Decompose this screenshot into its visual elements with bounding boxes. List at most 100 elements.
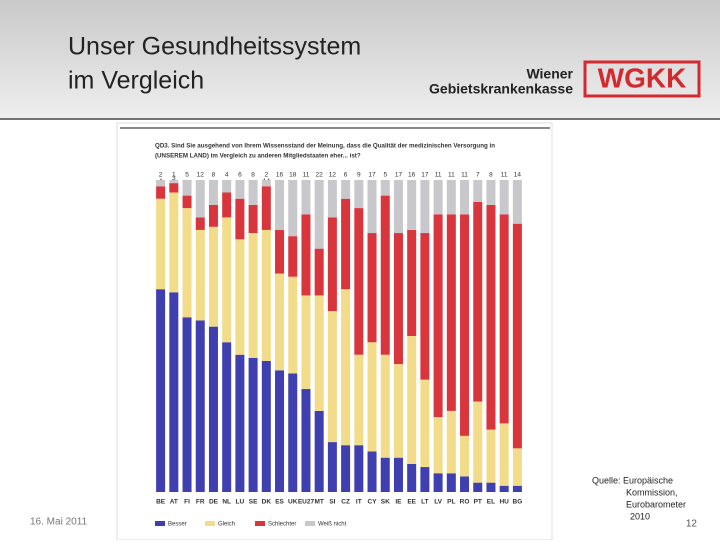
bar-segment: [354, 354, 364, 446]
bar-segment: [499, 214, 509, 424]
bar-segment: [288, 276, 298, 374]
bar-segment: [169, 292, 179, 492]
bar-segment: [341, 445, 351, 492]
value-label: 8: [489, 172, 493, 179]
bar-segment: [393, 457, 403, 492]
value-label: 17: [421, 172, 429, 179]
legend-swatch: [155, 521, 165, 526]
bar-segment: [420, 379, 430, 468]
value-label: 11: [303, 172, 310, 179]
bar-segment: [182, 317, 192, 492]
value-label: 4: [225, 172, 229, 179]
bar-segment: [367, 342, 377, 452]
bar-segment: [314, 295, 324, 411]
bar-segment: [156, 289, 166, 492]
bar-segment: [195, 229, 205, 321]
bar-segment: [208, 226, 218, 327]
bar-segment: [169, 183, 179, 193]
bar-segment: [460, 435, 470, 477]
value-label: 11: [461, 172, 468, 179]
bar-segment: [156, 180, 166, 187]
x-tick-label: AT: [170, 499, 178, 506]
bar-segment: [380, 457, 390, 492]
legend-label: Gleich: [218, 522, 235, 528]
bar-segment: [208, 326, 218, 492]
bar-segment: [499, 485, 509, 492]
bar-segment: [235, 239, 245, 355]
bar-segment: [473, 201, 483, 402]
x-tick-label: SE: [249, 499, 258, 506]
bar-segment: [499, 423, 509, 486]
bar-segment: [407, 180, 417, 230]
bar-segment: [182, 195, 192, 209]
value-label: 7: [476, 172, 480, 179]
chart-title: (UNSEREM LAND) im Vergleich zu anderen M…: [155, 153, 361, 160]
bar-segment: [208, 204, 218, 227]
bar-segment: [473, 401, 483, 483]
bar-segment: [354, 445, 364, 492]
bar-segment: [235, 198, 245, 240]
bar-segment: [446, 180, 456, 215]
value-label: 1: [172, 172, 176, 179]
bar-segment: [248, 357, 258, 492]
bar-segment: [433, 417, 443, 474]
bar-segment: [460, 214, 470, 436]
bar-segment: [341, 180, 351, 199]
bar-segment: [314, 180, 324, 249]
bar-segment: [473, 180, 483, 202]
bar-segment: [341, 289, 351, 446]
x-tick-label: NL: [222, 499, 231, 506]
x-tick-label: SI: [329, 499, 335, 506]
bar-segment: [208, 180, 218, 205]
bar-segment: [314, 410, 324, 492]
bar-segment: [380, 354, 390, 458]
value-label: 11: [448, 172, 455, 179]
legend-label: Schlechter: [268, 522, 296, 528]
value-label: 11: [501, 172, 508, 179]
bar-segment: [420, 467, 430, 492]
bar-segment: [393, 364, 403, 458]
header-band: [0, 0, 720, 118]
bar-segment: [367, 180, 377, 234]
bar-segment: [248, 180, 258, 205]
bar-segment: [261, 229, 271, 361]
logo: WGKK: [598, 62, 687, 93]
x-tick-label: BG: [513, 499, 523, 506]
bar-segment: [275, 370, 285, 492]
value-label: 18: [289, 172, 297, 179]
legend-swatch: [205, 521, 215, 526]
bar-segment: [169, 192, 179, 293]
bar-segment: [420, 233, 430, 380]
bar-segment: [182, 208, 192, 318]
bar-segment: [248, 233, 258, 358]
bar-segment: [512, 448, 522, 486]
x-tick-label: DE: [209, 499, 219, 506]
slide-title: im Vergleich: [68, 67, 204, 95]
value-label: 17: [395, 172, 403, 179]
bar-segment: [393, 180, 403, 234]
x-tick-label: LV: [434, 499, 442, 506]
source: Eurobarometer: [626, 499, 686, 509]
bar-segment: [195, 180, 205, 218]
bar-segment: [460, 476, 470, 492]
bar-segment: [248, 204, 258, 234]
bar-segment: [486, 204, 496, 430]
bar-segment: [288, 236, 298, 277]
x-tick-label: IE: [395, 499, 402, 506]
bar-segment: [407, 229, 417, 336]
legend-swatch: [305, 521, 315, 526]
x-tick-label: EU27: [298, 499, 315, 506]
x-tick-label: RO: [460, 499, 470, 506]
bar-segment: [380, 195, 390, 355]
x-tick-label: PT: [474, 499, 482, 506]
value-label: 3: [172, 175, 176, 182]
x-tick-label: PL: [447, 499, 455, 506]
bar-segment: [275, 180, 285, 230]
bar-segment: [195, 217, 205, 230]
x-tick-label: LU: [236, 499, 245, 506]
org-name: Gebietskrankenkasse: [429, 81, 573, 97]
bar-segment: [446, 214, 456, 411]
value-label: 5: [383, 172, 387, 179]
bar-segment: [433, 214, 443, 418]
